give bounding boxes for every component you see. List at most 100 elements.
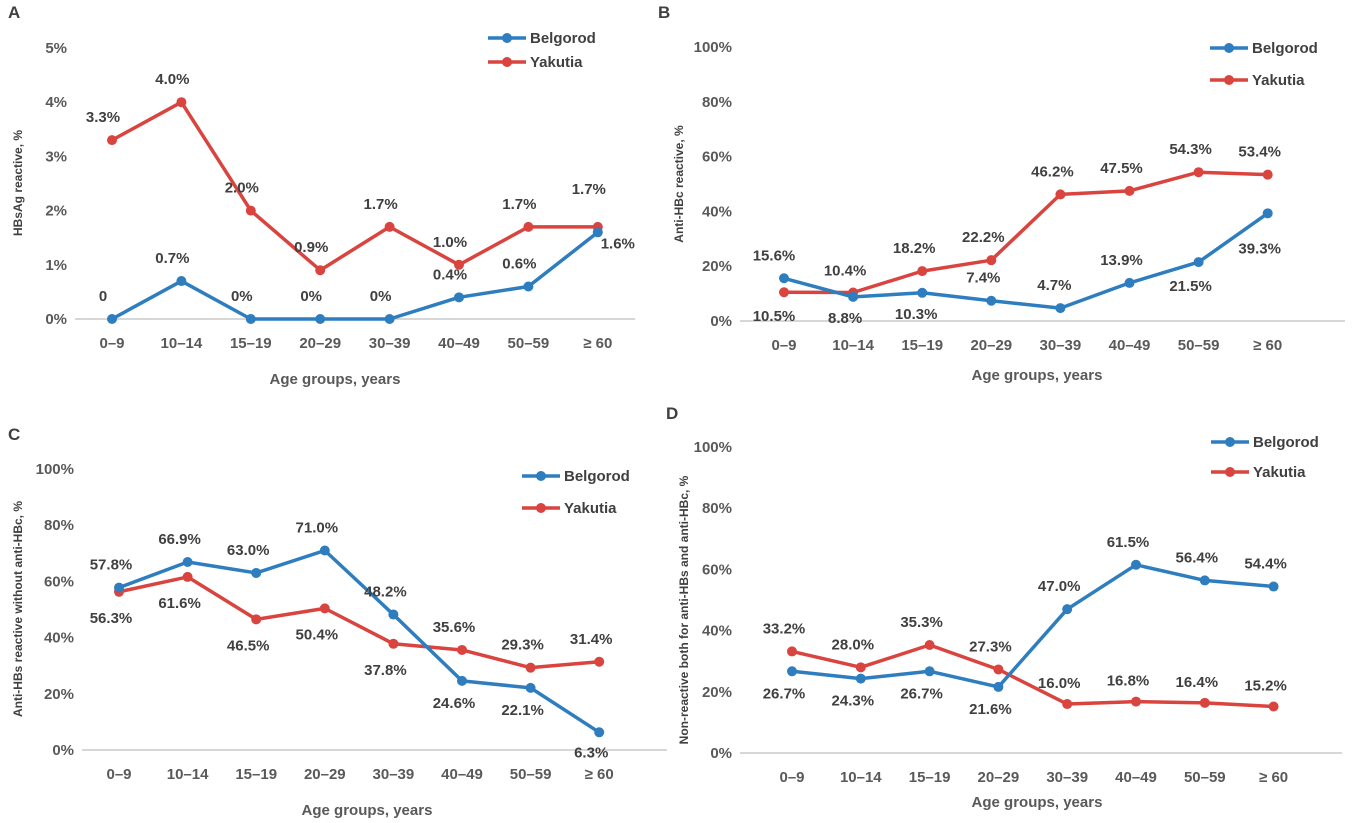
y-tick-label: 40% bbox=[702, 623, 732, 640]
data-point-belgorod bbox=[848, 291, 859, 302]
y-tick-label: 80% bbox=[44, 517, 74, 534]
x-tick-label: 0–9 bbox=[771, 337, 796, 354]
data-point-yakutia bbox=[787, 646, 797, 657]
y-tick-label: 100% bbox=[694, 439, 732, 456]
data-label-yakutia: 4.0% bbox=[155, 71, 189, 88]
data-label-belgorod: 22.1% bbox=[501, 702, 544, 719]
data-label-yakutia: 54.3% bbox=[1169, 141, 1212, 158]
data-label-yakutia: 3.3% bbox=[86, 109, 120, 126]
data-label-belgorod: 71.0% bbox=[296, 519, 339, 536]
panel-A: A 0% 1% 2% 3% 4% 5% 0–9 10–14 15–19 20–29 30–39 40–4… bbox=[8, 3, 635, 388]
legend-label-belgorod: Belgorod bbox=[564, 468, 630, 485]
data-label-belgorod: 47.0% bbox=[1038, 578, 1081, 595]
data-point-yakutia bbox=[1055, 189, 1066, 200]
data-point-yakutia bbox=[1124, 185, 1135, 196]
y-tick-label: 60% bbox=[702, 149, 732, 166]
data-point-yakutia bbox=[993, 664, 1004, 675]
data-point-yakutia bbox=[523, 221, 534, 232]
data-label-yakutia: 10.5% bbox=[753, 308, 796, 325]
data-label-belgorod: 66.9% bbox=[158, 531, 201, 548]
data-label-yakutia: 16.4% bbox=[1176, 674, 1219, 691]
data-point-belgorod bbox=[917, 287, 928, 298]
x-tick-label: 20–29 bbox=[970, 337, 1012, 354]
data-label-belgorod: 0% bbox=[300, 288, 322, 305]
data-point-yakutia bbox=[457, 644, 467, 655]
y-tick-label: 100% bbox=[694, 39, 732, 56]
data-point-belgorod bbox=[319, 545, 330, 556]
legend-label-yakutia: Yakutia bbox=[1253, 464, 1306, 481]
data-label-belgorod: 24.6% bbox=[433, 695, 476, 712]
x-tick-label: 0–9 bbox=[99, 335, 124, 352]
x-tick-label: 40–49 bbox=[441, 766, 483, 783]
data-point-belgorod bbox=[1124, 277, 1135, 288]
legend: Belgorod Yakutia bbox=[488, 30, 596, 71]
x-tick-label: 50–59 bbox=[508, 335, 550, 352]
series-line-yakutia bbox=[783, 170, 1268, 295]
data-label-belgorod: 0% bbox=[231, 288, 253, 305]
data-label-belgorod: 0.7% bbox=[155, 250, 189, 267]
series-line-belgorod bbox=[111, 230, 599, 321]
data-label-yakutia: 35.3% bbox=[900, 614, 943, 631]
y-tick-label: 60% bbox=[702, 561, 732, 578]
y-tick-label: 0% bbox=[45, 311, 67, 328]
series-line-belgorod bbox=[791, 563, 1274, 689]
data-point-belgorod bbox=[114, 582, 124, 593]
y-tick-label: 40% bbox=[702, 203, 732, 220]
data-point-yakutia bbox=[1268, 701, 1279, 712]
panel-D: D 0% 20% 40% 60% 80% 100% 0–9 10–14 15–19 20–29 30–… bbox=[666, 404, 1342, 811]
legend-label-belgorod: Belgorod bbox=[1252, 40, 1318, 57]
x-tick-label: 40–49 bbox=[1109, 337, 1151, 354]
data-point-yakutia bbox=[1193, 167, 1204, 178]
y-tick-label: 3% bbox=[45, 148, 67, 165]
data-label-yakutia: 61.6% bbox=[158, 595, 201, 612]
data-label-belgorod: 0.4% bbox=[433, 266, 467, 283]
data-label-belgorod: 54.4% bbox=[1244, 556, 1287, 573]
data-point-yakutia bbox=[594, 656, 605, 667]
data-point-belgorod bbox=[245, 314, 256, 324]
x-tick-label: 20–29 bbox=[978, 769, 1020, 786]
data-point-yakutia bbox=[319, 603, 330, 614]
data-label-belgorod: 8.8% bbox=[828, 310, 862, 327]
data-point-yakutia bbox=[779, 287, 789, 298]
x-tick-label: 50–59 bbox=[1184, 769, 1226, 786]
data-point-yakutia bbox=[986, 255, 997, 266]
data-point-yakutia bbox=[525, 662, 536, 673]
y-tick-label: 20% bbox=[702, 684, 732, 701]
panel-letter: A bbox=[8, 3, 20, 22]
data-label-yakutia: 29.3% bbox=[501, 637, 544, 654]
x-tick-label: ≥ 60 bbox=[585, 766, 614, 783]
data-label-belgorod: 10.3% bbox=[895, 306, 938, 323]
data-label-yakutia: 28.0% bbox=[832, 636, 875, 653]
data-point-yakutia bbox=[1062, 699, 1073, 710]
data-point-belgorod bbox=[182, 557, 193, 568]
legend-swatch-marker bbox=[502, 57, 512, 67]
data-label-yakutia: 50.4% bbox=[296, 626, 339, 643]
x-tick-label: 15–19 bbox=[230, 335, 272, 352]
legend-label-belgorod: Belgorod bbox=[1253, 434, 1319, 451]
y-axis-title: Non-reactive both for anti-HBs and anti-… bbox=[677, 475, 691, 744]
data-point-belgorod bbox=[388, 609, 399, 620]
legend: Belgorod Yakutia bbox=[1211, 434, 1319, 481]
x-tick-label: 30–39 bbox=[1040, 337, 1082, 354]
data-point-yakutia bbox=[1262, 169, 1273, 180]
y-tick-label: 60% bbox=[44, 573, 74, 590]
x-axis-title: Age groups, years bbox=[270, 371, 401, 388]
data-label-yakutia: 1.7% bbox=[502, 196, 536, 213]
data-label-yakutia: 27.3% bbox=[969, 638, 1012, 655]
x-axis-title: Age groups, years bbox=[302, 802, 433, 819]
data-label-yakutia: 22.2% bbox=[962, 229, 1005, 246]
data-point-belgorod bbox=[525, 682, 536, 693]
data-label-belgorod: 21.5% bbox=[1169, 278, 1212, 295]
x-tick-label: 0–9 bbox=[779, 769, 804, 786]
data-label-yakutia: 46.2% bbox=[1031, 163, 1074, 180]
data-label-yakutia: 16.8% bbox=[1107, 673, 1150, 690]
legend-label-yakutia: Yakutia bbox=[530, 54, 583, 71]
data-label-belgorod: 39.3% bbox=[1238, 240, 1281, 257]
data-label-belgorod: 6.3% bbox=[574, 744, 608, 761]
data-point-belgorod bbox=[1262, 208, 1273, 219]
y-tick-label: 5% bbox=[45, 40, 67, 57]
data-label-belgorod: 1.6% bbox=[601, 235, 635, 252]
data-label-belgorod: 24.3% bbox=[832, 693, 875, 710]
series-line-yakutia bbox=[111, 100, 598, 272]
